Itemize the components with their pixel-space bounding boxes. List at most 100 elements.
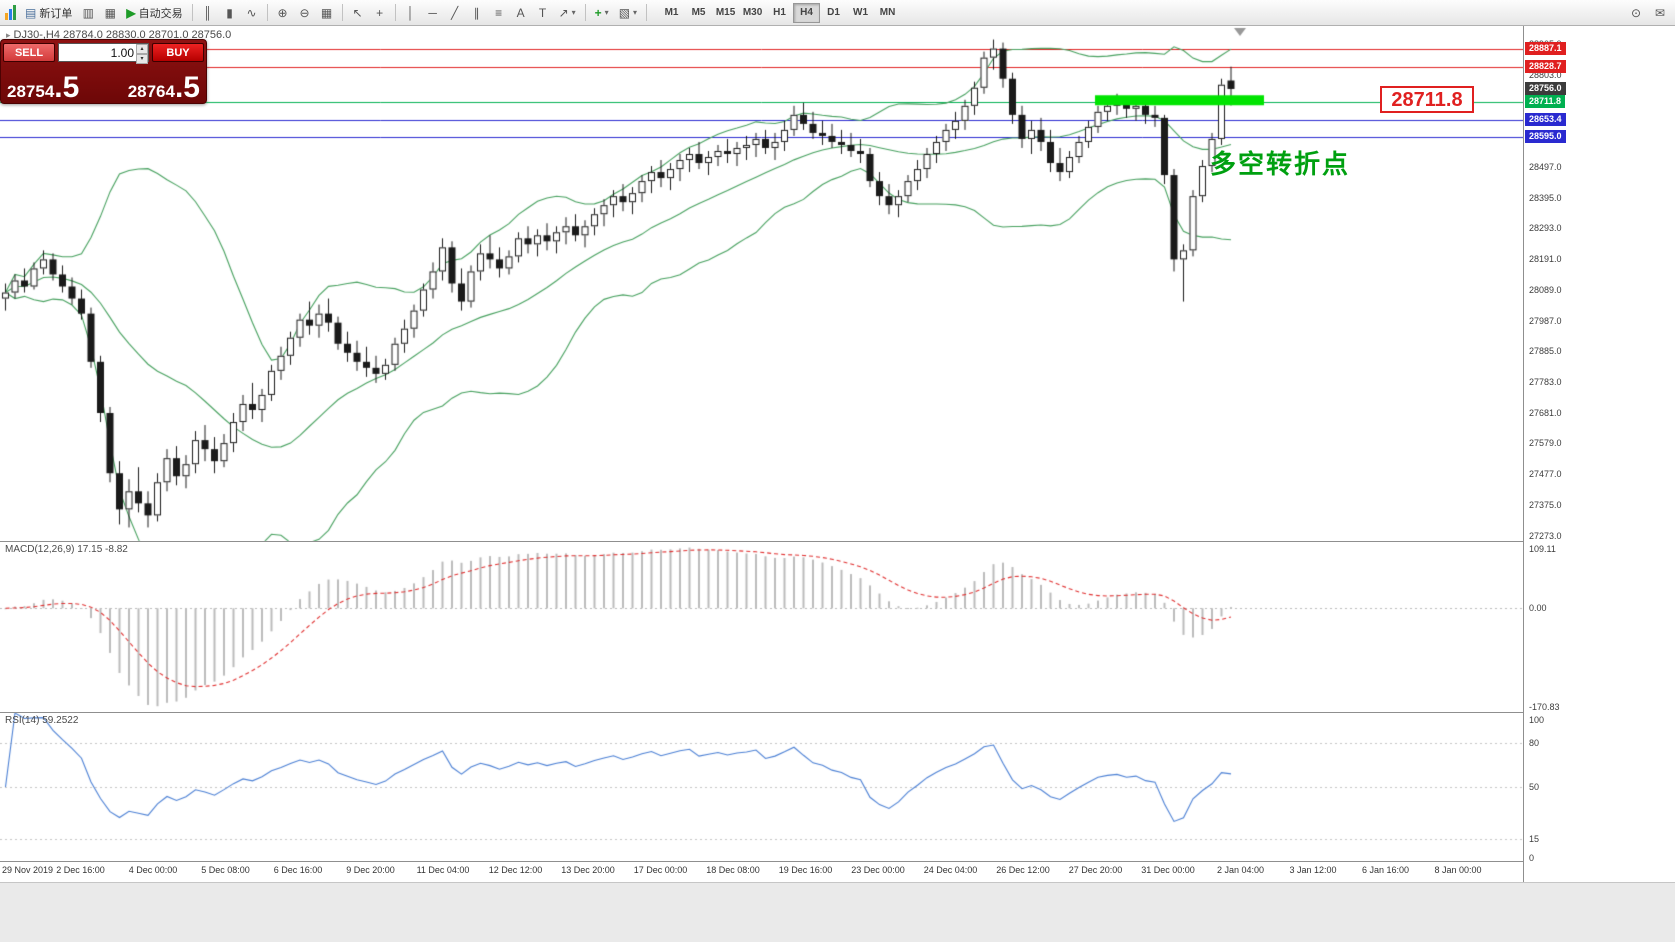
volume-up-icon[interactable]: ▴ xyxy=(136,44,148,54)
price-axis-label: 27987.0 xyxy=(1529,315,1562,326)
bar-chart-button[interactable]: ║ xyxy=(198,3,218,23)
timeframe-m30-button[interactable]: M30 xyxy=(739,3,766,23)
toolbar-separator xyxy=(394,4,396,21)
timeframe-m15-button[interactable]: M15 xyxy=(712,3,739,23)
timeframe-h4-button[interactable]: H4 xyxy=(793,2,821,23)
zoom-out-icon: ⊖ xyxy=(299,5,310,20)
text-tool-icon: A xyxy=(516,5,525,20)
arrow-tool-icon: ↗ xyxy=(558,5,569,20)
time-axis-label: 26 Dec 12:00 xyxy=(996,865,1050,875)
trendline-icon: ╱ xyxy=(450,5,459,20)
label-tool-button[interactable]: T xyxy=(533,3,553,23)
price-annotation-box[interactable]: 28711.8 xyxy=(1380,86,1474,113)
auto-trading-button[interactable]: ▶ 自动交易 xyxy=(122,3,186,23)
arrow-tool-button[interactable]: ↗ ▾ xyxy=(555,3,580,23)
crosshair-button[interactable]: + xyxy=(370,3,390,23)
price-axis-label: 27579.0 xyxy=(1529,438,1562,449)
candle-chart-icon: ▮ xyxy=(226,5,233,20)
text-tool-button[interactable]: A xyxy=(511,3,531,23)
macd-scale-label: -170.83 xyxy=(1529,701,1560,712)
macd-scale-label: 109.11 xyxy=(1529,544,1556,554)
auto-trading-label: 自动交易 xyxy=(138,7,183,20)
price-axis[interactable]: 28905.028803.028497.028395.028293.028191… xyxy=(1523,26,1675,882)
timeframe-mn-button[interactable]: MN xyxy=(874,3,901,23)
horizontal-line-button[interactable]: ─ xyxy=(423,3,443,23)
toolbar-separator xyxy=(191,4,193,21)
one-click-trading-panel: SELL ▴ ▾ BUY 28754.5 28764.5 xyxy=(0,39,207,104)
bottom-strip xyxy=(0,882,1675,942)
time-axis-label: 6 Dec 16:00 xyxy=(273,865,323,875)
chart-ohlc-text: DJ30-,H4 28784.0 28830.0 28701.0 28756.0 xyxy=(13,29,232,41)
turning-point-annotation[interactable]: 多空转折点 xyxy=(1210,149,1351,179)
cursor-button[interactable]: ↖ xyxy=(348,3,368,23)
time-axis-label: 17 Dec 00:00 xyxy=(633,865,688,875)
price-axis-label: 27273.0 xyxy=(1529,530,1562,541)
crosshair-icon: + xyxy=(376,5,384,20)
sell-price-fraction: .5 xyxy=(54,70,80,104)
toolbar-separator xyxy=(341,4,343,21)
bar-chart-icon: ║ xyxy=(203,5,212,20)
macd-panel-splitter[interactable] xyxy=(0,541,1675,542)
price-chart-canvas[interactable] xyxy=(0,26,1523,861)
time-axis-label: 11 Dec 04:00 xyxy=(416,865,470,875)
time-axis-label: 9 Dec 20:00 xyxy=(346,865,395,875)
buy-button[interactable]: BUY xyxy=(152,43,204,62)
app-logo-icon xyxy=(5,5,16,20)
chart-area[interactable]: ▸ DJ30-,H4 28784.0 28830.0 28701.0 28756.… xyxy=(0,26,1675,942)
auto-trading-play-icon: ▶ xyxy=(126,5,136,20)
sell-price[interactable]: 28754.5 xyxy=(7,72,79,102)
timeframe-m5-button[interactable]: M5 xyxy=(685,3,712,23)
candle-chart-button[interactable]: ▮ xyxy=(220,3,240,23)
timeframe-d1-button[interactable]: D1 xyxy=(820,3,847,23)
rsi-scale-label: 15 xyxy=(1529,833,1540,844)
price-axis-label: 28395.0 xyxy=(1529,192,1562,203)
rsi-scale-label: 0 xyxy=(1529,853,1535,863)
time-axis-label: 19 Dec 16:00 xyxy=(778,865,833,875)
line-chart-icon: ∿ xyxy=(246,5,257,20)
add-indicator-button[interactable]: + ▾ xyxy=(591,3,613,23)
new-order-label: 新订单 xyxy=(39,7,73,20)
tile-windows-icon: ▦ xyxy=(320,5,333,20)
search-button[interactable]: ⊙ xyxy=(1626,3,1646,23)
chevron-down-icon: ▾ xyxy=(604,7,609,17)
profiles-button[interactable]: ▥ xyxy=(78,3,98,23)
price-axis-label: 27885.0 xyxy=(1529,346,1562,357)
price-axis-badge: 28756.0 xyxy=(1525,81,1566,95)
time-axis-label: 4 Dec 00:00 xyxy=(128,865,178,875)
tile-windows-button[interactable]: ▦ xyxy=(317,3,337,23)
price-axis-label: 27681.0 xyxy=(1529,407,1562,418)
volume-field: ▴ ▾ xyxy=(58,43,149,64)
charts-grid-button[interactable]: ▦ xyxy=(100,3,120,23)
trendline-button[interactable]: ╱ xyxy=(445,3,465,23)
volume-down-icon[interactable]: ▾ xyxy=(136,54,148,64)
templates-button[interactable]: ▧ ▾ xyxy=(615,3,641,23)
horizontal-line-icon: ─ xyxy=(428,5,437,20)
price-axis-label: 28803.0 xyxy=(1529,69,1562,80)
vertical-line-button[interactable]: │ xyxy=(401,3,421,23)
zoom-out-button[interactable]: ⊖ xyxy=(295,3,315,23)
rsi-panel-splitter[interactable] xyxy=(0,712,1675,713)
line-chart-button[interactable]: ∿ xyxy=(242,3,262,23)
time-axis-label: 23 Dec 00:00 xyxy=(851,865,905,875)
time-axis-border xyxy=(0,861,1675,862)
fibonacci-button[interactable]: ≡ xyxy=(489,3,509,23)
time-axis[interactable]: 29 Nov 2019 2 Dec 16:00 4 Dec 00:00 5 Dec 0… xyxy=(0,862,1523,882)
price-axis-label: 27783.0 xyxy=(1529,376,1562,387)
buy-price[interactable]: 28764.5 xyxy=(128,72,200,102)
price-axis-label: 27375.0 xyxy=(1529,499,1562,510)
toolbar-separator xyxy=(584,4,586,21)
messages-button[interactable]: ✉ xyxy=(1650,3,1670,23)
volume-input[interactable] xyxy=(58,43,149,62)
time-axis-label: 8 Jan 00:00 xyxy=(1434,865,1482,875)
messages-icon: ✉ xyxy=(1654,5,1666,20)
zoom-in-button[interactable]: ⊕ xyxy=(273,3,293,23)
timeframe-w1-button[interactable]: W1 xyxy=(847,3,874,23)
sell-price-prefix: 28754 xyxy=(7,81,55,101)
timeframe-m1-button[interactable]: M1 xyxy=(658,3,685,23)
time-axis-label: 27 Dec 20:00 xyxy=(1068,865,1123,875)
price-axis-badge: 28711.8 xyxy=(1525,95,1566,109)
new-order-button[interactable]: ▤ 新订单 xyxy=(21,3,76,23)
sell-button[interactable]: SELL xyxy=(3,43,55,62)
channel-button[interactable]: ∥ xyxy=(467,3,487,23)
timeframe-h1-button[interactable]: H1 xyxy=(766,3,793,23)
